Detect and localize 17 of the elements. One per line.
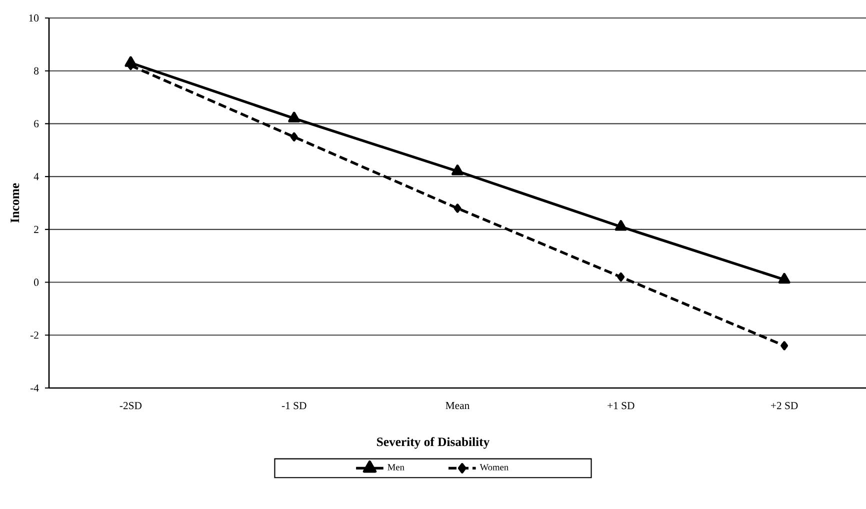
x-axis-title: Severity of Disability	[377, 437, 490, 449]
y-tick-label: 4	[34, 173, 39, 180]
x-tick-label: +2 SD	[771, 402, 798, 410]
x-tick-label: -2SD	[120, 402, 142, 410]
y-tick-label: 8	[34, 67, 39, 74]
x-tick-label: Mean	[446, 402, 470, 410]
y-tick-label: -4	[30, 384, 39, 392]
y-tick-label: 10	[29, 14, 39, 22]
y-axis-title: Income	[10, 183, 20, 223]
y-tick-label: -2	[30, 332, 38, 339]
x-tick-label: -1 SD	[282, 402, 306, 410]
y-tick-label: 0	[34, 278, 39, 286]
y-tick-label: 6	[34, 120, 39, 128]
legend-label: Men	[388, 464, 404, 470]
legend-label: Women	[480, 464, 508, 470]
x-tick-label: +1 SD	[608, 402, 634, 410]
y-tick-label: 2	[34, 226, 38, 233]
